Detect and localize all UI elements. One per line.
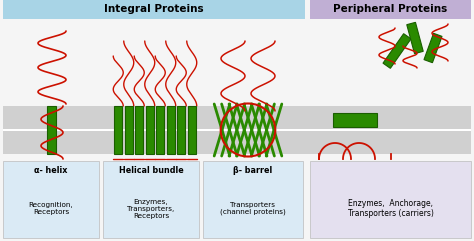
Bar [188, 106, 196, 154]
Bar [125, 106, 133, 154]
Bar [146, 106, 154, 154]
Bar [3, 106, 471, 129]
Bar [103, 161, 199, 238]
Bar [333, 113, 377, 127]
Bar [177, 106, 185, 154]
Text: Recognition,
Receptors: Recognition, Receptors [29, 202, 73, 215]
Text: Enzymes,  Anchorage,
Transporters (carriers): Enzymes, Anchorage, Transporters (carrie… [347, 199, 433, 218]
Bar [156, 106, 164, 154]
Bar [3, 161, 99, 238]
Bar [310, 0, 471, 19]
Bar [424, 33, 442, 63]
Bar [135, 106, 143, 154]
Bar [47, 106, 56, 154]
Bar [407, 22, 423, 54]
Text: Integral Proteins: Integral Proteins [104, 5, 204, 14]
Bar [3, 129, 471, 131]
Text: β- barrel: β- barrel [233, 166, 273, 175]
Text: Helical bundle: Helical bundle [118, 166, 183, 175]
Text: Transporters
(channel proteins): Transporters (channel proteins) [220, 202, 286, 215]
Bar [383, 34, 411, 68]
Bar [3, 0, 305, 19]
Text: Enzymes,
Transporters,
Receptors: Enzymes, Transporters, Receptors [128, 199, 174, 219]
Bar [167, 106, 175, 154]
Bar [310, 161, 471, 238]
Bar [114, 106, 122, 154]
Bar [203, 161, 303, 238]
Bar [3, 131, 471, 154]
Text: Peripheral Proteins: Peripheral Proteins [333, 5, 447, 14]
Text: α- helix: α- helix [34, 166, 68, 175]
